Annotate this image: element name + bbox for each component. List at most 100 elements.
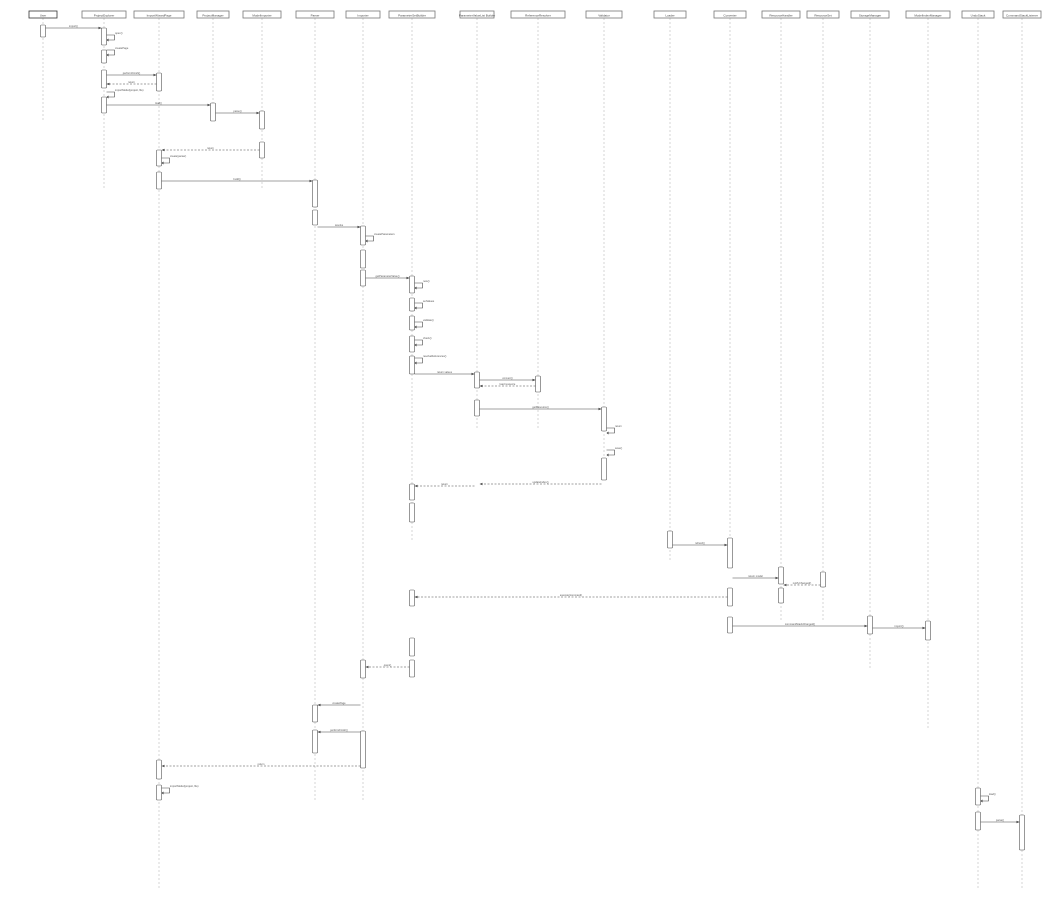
activation-bar	[727, 537, 733, 569]
arrowhead	[414, 343, 417, 347]
participant-label: ImportWizardPage	[147, 13, 172, 17]
self-message-arrow	[414, 302, 423, 309]
message: open()	[106, 31, 123, 42]
message: open()	[365, 663, 410, 669]
message-label: resolve	[335, 223, 344, 227]
message-label: validate()	[423, 318, 434, 322]
participant-label: Validator	[598, 13, 610, 17]
participant-label: ProjectExplorer	[94, 13, 115, 17]
message: return values	[414, 370, 475, 376]
arrowhead	[317, 703, 321, 707]
arrowhead	[317, 730, 321, 734]
participant-label: ModelIndexManager	[914, 13, 941, 17]
participant-label: ModelImporter	[252, 13, 271, 17]
message: performFinish()	[317, 728, 361, 734]
arrowhead	[153, 73, 157, 77]
participant-box	[1002, 10, 1042, 19]
activation-bar	[601, 406, 607, 432]
arrowhead	[922, 626, 926, 630]
participant-box	[196, 10, 230, 19]
arrowhead	[357, 225, 361, 229]
participant-box	[761, 10, 801, 19]
message: importModel(project, file)	[106, 88, 144, 99]
participant: Validator	[585, 10, 623, 470]
participant-box	[28, 10, 58, 19]
participant-box	[905, 10, 951, 19]
participant-box	[459, 10, 495, 19]
message-label: resolveReferences()	[423, 354, 446, 358]
message-label: getParameterValue()	[376, 274, 400, 278]
message: load()	[106, 101, 211, 107]
message-label: check()	[423, 336, 432, 340]
arrowhead	[309, 179, 313, 183]
message-label: createParameters	[374, 232, 395, 236]
message-label: performFinish()	[330, 728, 348, 732]
arrowhead	[724, 543, 728, 547]
activation-bar	[409, 355, 415, 375]
message: return	[106, 80, 157, 86]
message: build()	[161, 177, 313, 183]
message-label: importModel(project, file)	[115, 88, 144, 92]
message: resolveReferences()	[414, 354, 446, 365]
self-message-arrow	[365, 235, 374, 242]
message: validate()	[414, 318, 434, 329]
activation-bar	[156, 784, 162, 801]
arrowhead	[161, 764, 165, 768]
message: convert()	[479, 376, 536, 382]
participant: ModelIndexManager	[905, 10, 951, 730]
participant-label: StorageManager	[859, 13, 881, 17]
message: resolve	[317, 223, 361, 229]
participant-label: Importer	[357, 13, 368, 17]
activation-bar	[360, 225, 366, 246]
participant: StorageManager	[850, 10, 890, 670]
activation-bar	[409, 315, 415, 331]
message: load resource	[479, 382, 536, 388]
message: createPage	[317, 701, 361, 707]
participant-box	[806, 10, 840, 19]
participant-box	[295, 10, 335, 19]
activation-bar	[156, 171, 162, 190]
arrowhead	[365, 239, 368, 243]
participant-label: Loader	[665, 13, 674, 17]
arrowhead	[207, 103, 211, 107]
activation-bar	[312, 179, 318, 208]
arrowhead	[161, 791, 164, 795]
arrowhead	[598, 407, 602, 411]
arrowhead	[414, 595, 418, 599]
participant: CommandStackListener	[1002, 10, 1042, 888]
message-label: return	[615, 424, 622, 428]
arrowhead	[606, 453, 609, 457]
arrowhead	[256, 111, 260, 115]
activation-bar	[101, 96, 107, 114]
self-message-arrow	[980, 795, 989, 802]
participant-label: ResourceSet	[814, 13, 832, 17]
participant-label: Converter	[723, 13, 736, 17]
activation-bar	[259, 110, 265, 130]
activation-bar	[778, 587, 784, 604]
participant-box	[961, 10, 995, 19]
message-label: updateIndex()	[532, 480, 548, 484]
activation-bar	[312, 704, 318, 723]
arrowhead	[106, 82, 110, 86]
activation-bar	[474, 399, 480, 417]
activation-bar	[156, 72, 162, 92]
participant-box	[242, 10, 282, 19]
arrowhead	[414, 484, 418, 488]
participant-label: UndoStack	[971, 13, 986, 17]
arrowhead	[471, 372, 475, 376]
activation-bar	[40, 24, 46, 38]
activation-bar	[820, 571, 826, 588]
arrowhead	[783, 583, 787, 587]
activation-bar	[101, 49, 107, 64]
message-label: open()	[384, 663, 392, 667]
activation-bar	[409, 637, 415, 657]
arrowhead	[414, 325, 417, 329]
activation-bar	[409, 589, 415, 607]
activation-bar	[156, 759, 162, 780]
activation-bar	[210, 102, 216, 122]
participant-box	[133, 10, 185, 19]
activation-bar	[101, 27, 107, 46]
arrowhead	[106, 38, 109, 42]
message-label: parse()	[233, 109, 241, 113]
participant: ParameterValueList Builder	[459, 10, 495, 430]
